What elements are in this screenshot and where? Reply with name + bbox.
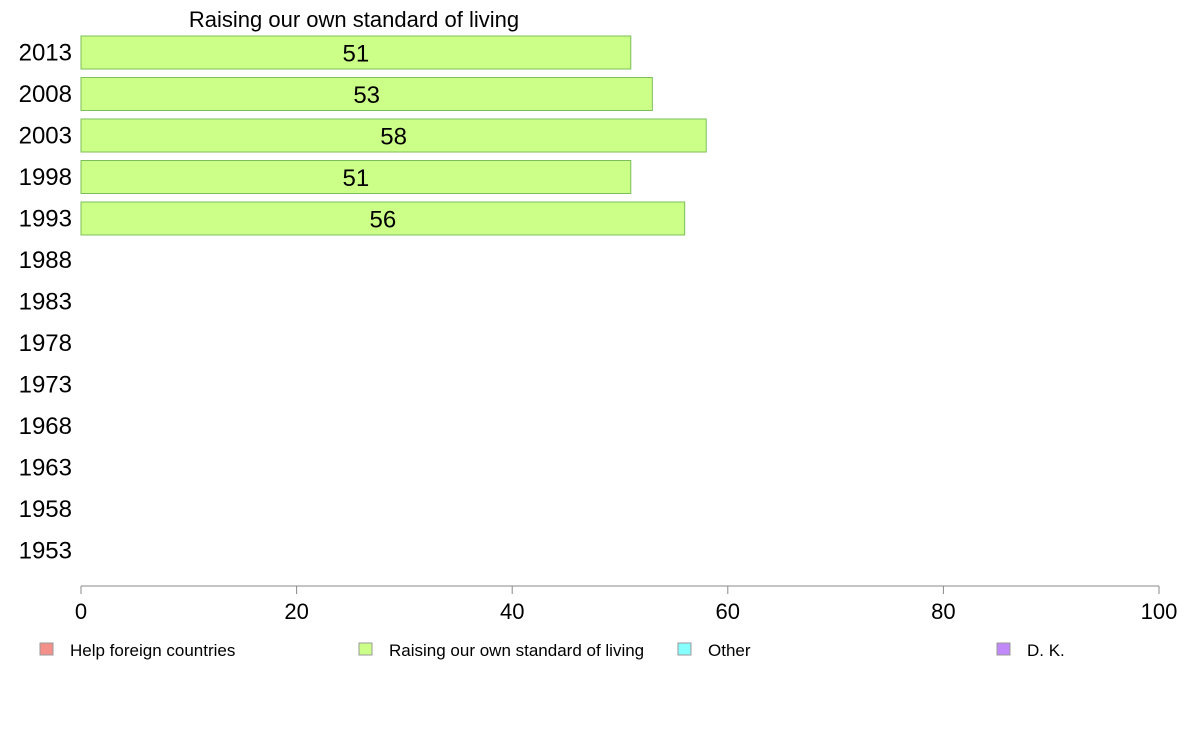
y-tick-label: 2003 <box>19 123 72 150</box>
bar-value-label: 58 <box>380 124 407 151</box>
legend-label: Raising our own standard of living <box>389 641 644 660</box>
legend-label: Other <box>708 641 751 660</box>
bar <box>80 160 632 194</box>
bar-value-label: 51 <box>343 165 370 192</box>
legend-swatch <box>677 642 692 656</box>
y-tick-label: 1953 <box>19 538 72 565</box>
x-tick-label: 20 <box>284 599 308 624</box>
chart-title: Raising our own standard of living <box>189 7 519 32</box>
x-axis: 0 20 40 60 80 100 <box>75 585 1178 624</box>
bar <box>80 118 707 153</box>
y-tick-label: 1983 <box>19 289 72 316</box>
x-tick-label: 0 <box>75 599 87 624</box>
y-tick-label: 1993 <box>19 206 72 233</box>
y-tick-label: 1998 <box>19 164 72 191</box>
bar <box>80 35 632 70</box>
y-tick-label: 1973 <box>19 372 72 399</box>
legend-swatch <box>996 642 1011 656</box>
bar-value-label: 53 <box>353 82 380 109</box>
y-tick-label: 1968 <box>19 413 72 440</box>
legend-label: D. K. <box>1027 641 1065 660</box>
x-tick-label: 60 <box>716 599 740 624</box>
y-axis-labels: 2013 2008 2003 1998 1993 1988 1983 1978 1973 1968… <box>19 40 72 565</box>
legend: Help foreign countries Raising our own st… <box>39 641 1065 660</box>
x-tick-label: 80 <box>931 599 955 624</box>
y-tick-label: 1963 <box>19 455 72 482</box>
legend-label: Help foreign countries <box>70 641 235 660</box>
x-tick-label: 40 <box>500 599 524 624</box>
bar <box>80 201 686 236</box>
y-tick-label: 1988 <box>19 247 72 274</box>
legend-swatch <box>39 642 54 656</box>
bar-value-label: 56 <box>369 207 396 234</box>
y-tick-label: 1978 <box>19 330 72 357</box>
y-tick-label: 2008 <box>19 81 72 108</box>
bar <box>80 77 653 111</box>
x-tick-label: 100 <box>1141 599 1178 624</box>
y-tick-label: 2013 <box>19 40 72 67</box>
bar-value-label: 51 <box>343 41 370 68</box>
legend-swatch <box>358 642 373 656</box>
y-tick-label: 1958 <box>19 496 72 523</box>
